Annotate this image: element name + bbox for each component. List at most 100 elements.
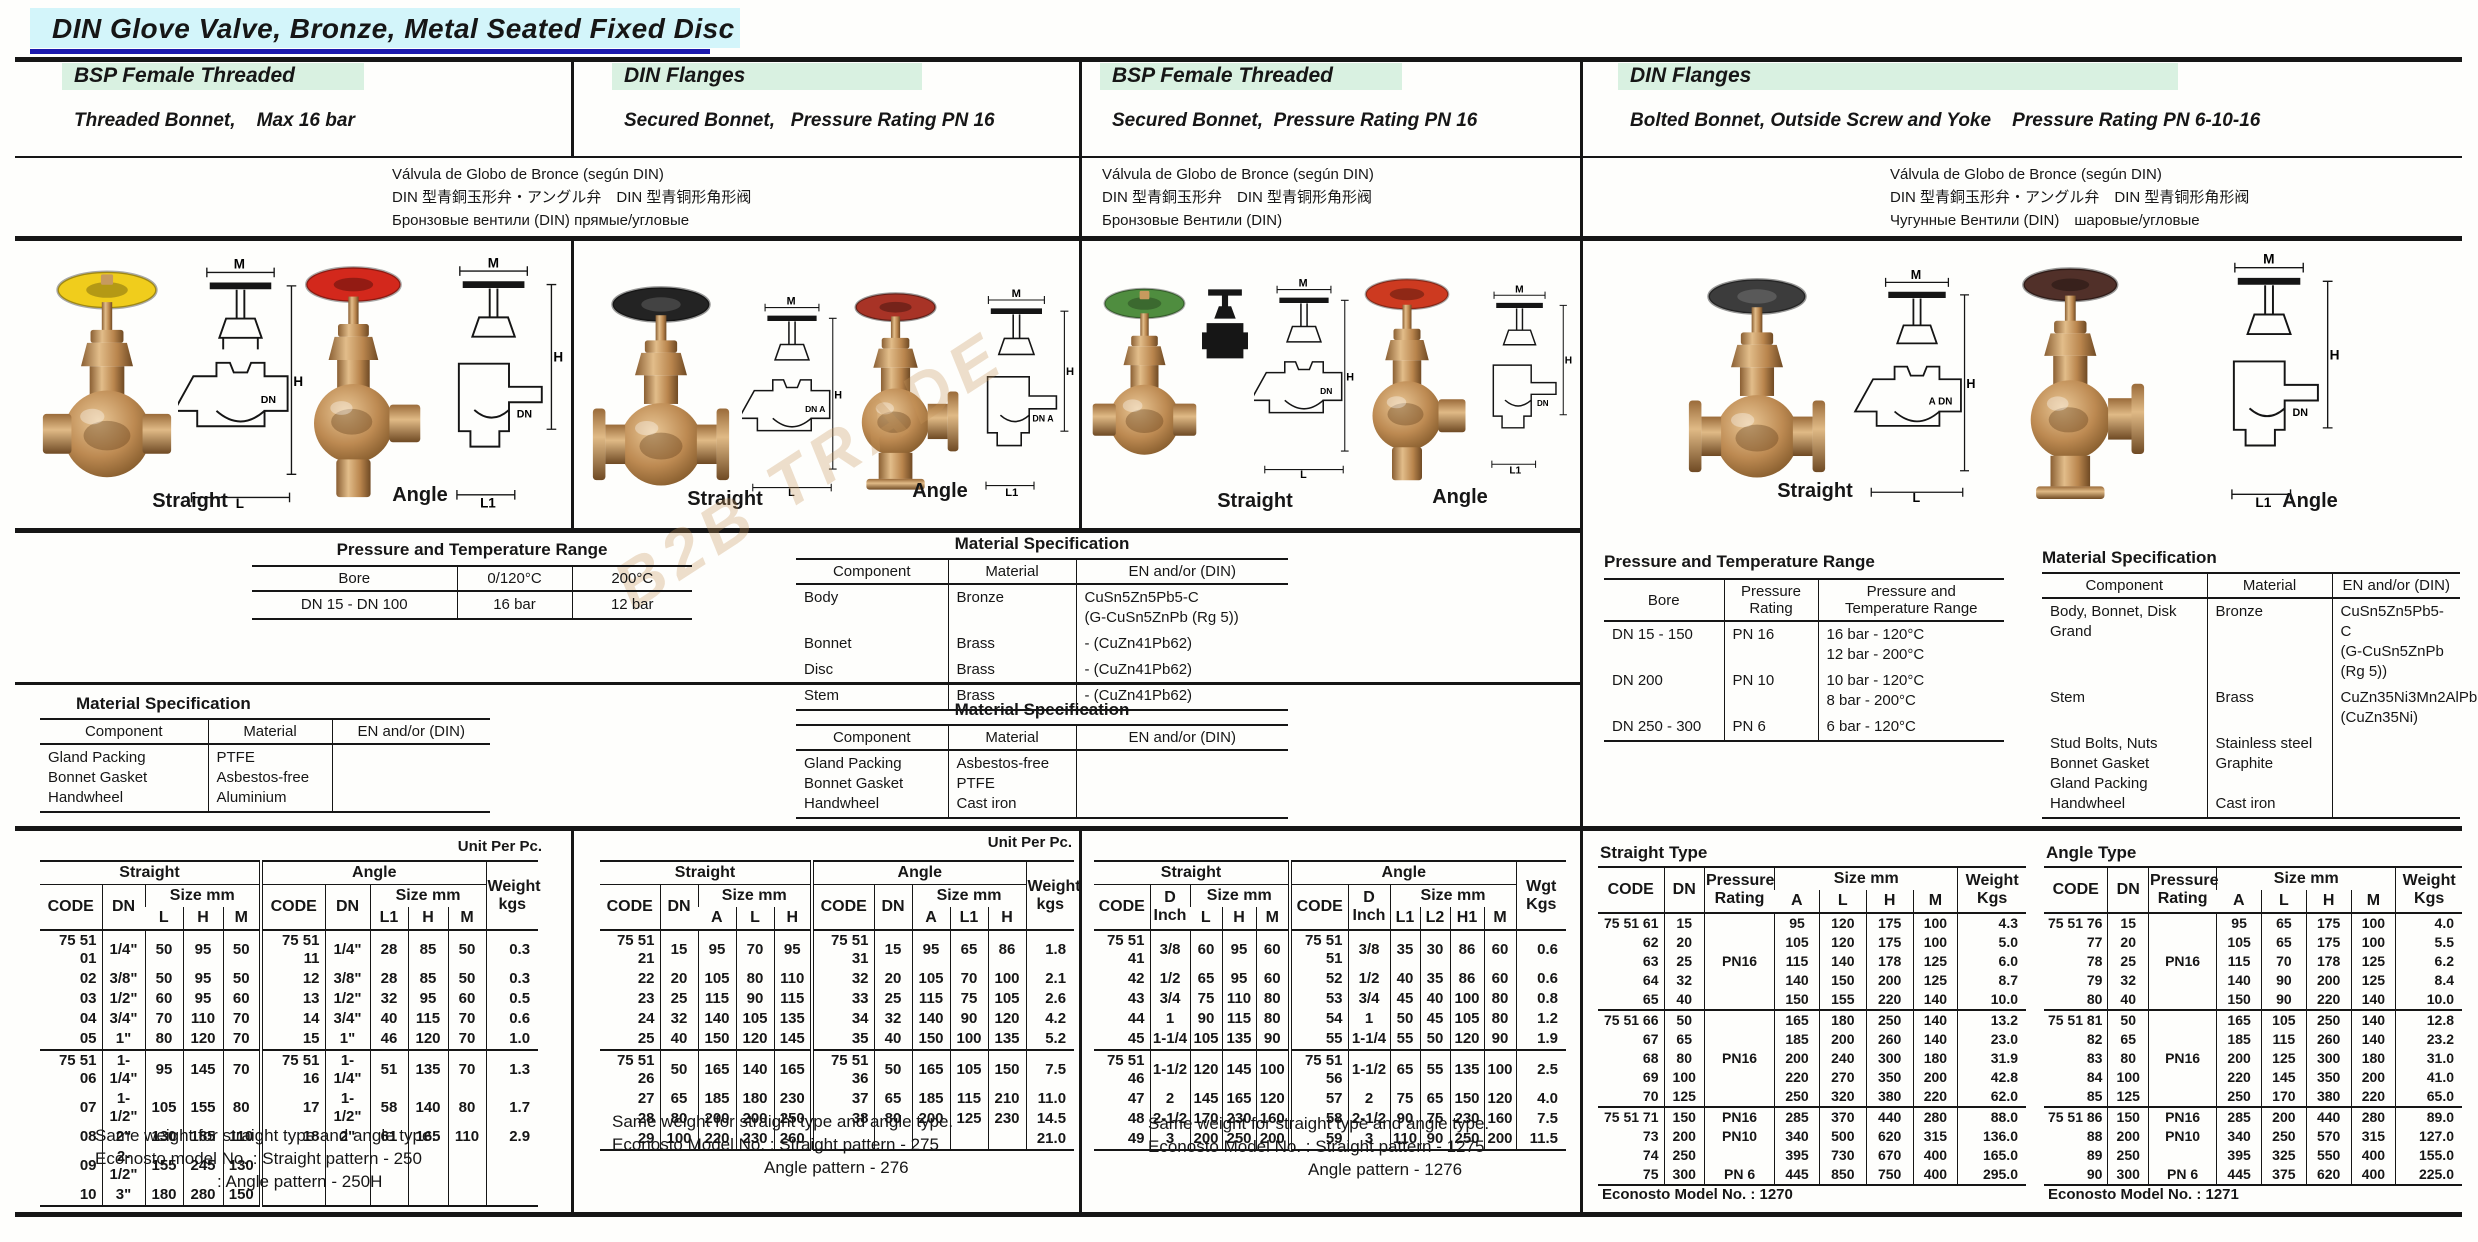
table-row: 88 200 PN10 340 250 570 315 127.0	[2044, 1127, 2462, 1146]
table-cell	[2147, 913, 2217, 933]
table-cell: 80	[873, 1109, 912, 1129]
table-body: Body Bronze CuSn5Zn5Pb5-C (G-CuSn5ZnPb (Rg…	[796, 584, 1288, 710]
table-cell: 90	[2086, 1166, 2103, 1182]
table-row: Straight Angle Wgt Kgs	[1094, 861, 1567, 930]
table-cell: 82	[2086, 1031, 2103, 1047]
table-body: 75 51 21 15 95 70 95 75 51 31 15 95 65 86 1.8 22 20 1…	[600, 930, 1075, 1050]
table-cell: 12 bar	[571, 591, 692, 619]
table-cell: 1	[1347, 1009, 1390, 1029]
table-cell: Brass	[947, 657, 1076, 683]
svg-text:M: M	[2263, 252, 2274, 267]
table-cell	[259, 1185, 325, 1206]
col-header: Pressure Rating	[1703, 867, 1775, 913]
table-cell: 13.2	[1957, 1010, 2026, 1030]
col-header: H	[182, 907, 223, 930]
table-cell: 14	[259, 1009, 325, 1029]
table-cell: 50	[1419, 1029, 1450, 1050]
col-header: Component	[796, 559, 948, 585]
table-cell: 60	[222, 989, 261, 1009]
column-border	[1079, 826, 1082, 1212]
table-cell	[407, 1185, 448, 1206]
table-cell: 17	[259, 1089, 325, 1127]
table-cell: PN16	[1703, 952, 1775, 971]
table-cell: 24	[637, 1010, 655, 1027]
table-cell: 23	[637, 990, 655, 1007]
col-header: H	[987, 907, 1027, 930]
table-cell	[1703, 971, 1775, 990]
table-cell: 15	[659, 930, 698, 969]
table-cell: 115	[949, 1089, 988, 1109]
valve-photo-angle-threaded	[305, 266, 421, 498]
svg-text:H: H	[1346, 371, 1354, 383]
table-cell	[2147, 990, 2217, 1010]
table-cell: 53	[1288, 989, 1348, 1009]
table-cell: 50	[144, 930, 183, 969]
table-cell: 2.5	[1515, 1050, 1567, 1089]
table-cell: 95	[773, 930, 812, 969]
table-cell: 105	[1774, 933, 1820, 952]
table-cell: 50	[1389, 1009, 1420, 1029]
table-cell: 115	[697, 989, 736, 1009]
table-cell: 75 51 06	[58, 1052, 97, 1087]
size-table-col1: Straight Angle Weight kgs CODE DN Size m…	[40, 860, 541, 1207]
table-cell: 75 51 16	[259, 1050, 325, 1089]
table-cell: Stainless steel Graphite Cast iron	[2206, 731, 2332, 818]
table-cell: 12	[259, 969, 325, 989]
table-cell	[2147, 933, 2217, 952]
table-cell: 140	[1912, 1030, 1958, 1049]
table-cell	[1703, 1068, 1775, 1087]
table-cell: 155.0	[2395, 1146, 2462, 1165]
col-header: Size mm	[144, 884, 261, 907]
table-body: Gland Packing Bonnet Gasket Handwheel Asb…	[796, 750, 1288, 818]
table-cell: 200	[2107, 1127, 2149, 1146]
table-row: DN 15 - 150 PN 16 16 bar - 120°C 12 bar - …	[1604, 621, 2004, 668]
table-cell: 730	[1818, 1146, 1867, 1165]
pt-table-col4: Bore Pressure Rating Pressure and Temper…	[1604, 578, 2004, 742]
table-cell: 400	[1912, 1146, 1958, 1165]
table-body: 75 51 26 50 165 140 165 75 51 36 50 165 105 150 7.…	[600, 1050, 1075, 1150]
header-highlight	[1618, 63, 2178, 90]
table-row: 64 32 140 150 200 125 8.7	[1598, 971, 2026, 990]
table-cell: 250	[2260, 1127, 2307, 1146]
table-cell: 5.0	[1957, 933, 2026, 952]
col-header: H	[407, 907, 448, 930]
table-cell: 0.6	[485, 1009, 539, 1029]
col-header: Bore	[252, 566, 457, 592]
caption-straight: Straight	[1777, 480, 1853, 502]
table-row: Bore Pressure Rating Pressure and Temper…	[1604, 579, 2004, 622]
svg-text:L: L	[1913, 491, 1921, 503]
table-cell: Body	[804, 589, 839, 606]
table-cell: 105	[949, 1050, 988, 1089]
table-cell: 150	[1818, 971, 1867, 990]
table-cell: 75 51 76	[2047, 915, 2103, 931]
table-cell: 350	[2305, 1068, 2351, 1087]
table-cell: Gland Packing Bonnet Gasket Handwheel	[804, 755, 904, 812]
table-cell: 115	[407, 1009, 448, 1029]
table-row: Component Material EN and/or (DIN)	[40, 719, 490, 745]
table-row: 75 51 61 15 95 120 175 100 4.3	[1598, 913, 2026, 933]
table-row: 27 65 185 180 230 37 65 185 115 210 11.0	[600, 1089, 1075, 1109]
table-cell: 1/2	[1149, 969, 1190, 989]
col-header: Size mm	[2216, 867, 2396, 890]
col-header: Pressure Rating	[2147, 867, 2218, 913]
table-cell	[1703, 1010, 1775, 1030]
table-row: 09 2-1/2" 155 245 130	[40, 1147, 539, 1185]
table-row: 65 40 150 155 220 140 10.0	[1598, 990, 2026, 1010]
table-cell: 200	[2305, 971, 2351, 990]
table-row: DN 200 PN 10 10 bar - 120°C 8 bar - 200°C	[1604, 668, 2004, 714]
table-cell: 65	[2260, 913, 2307, 933]
table-cell: 75 51 01	[58, 932, 97, 967]
table-cell: 37	[810, 1089, 874, 1109]
table-cell: 80	[735, 969, 774, 989]
table-cell: 750	[1865, 1165, 1914, 1185]
table-cell: CuZn35Ni3Mn2AlPb (CuZn35Ni)	[2331, 685, 2477, 731]
table-cell: 150	[2107, 1107, 2149, 1127]
table-cell: 285	[2216, 1107, 2262, 1127]
table-cell: 1-1/4"	[324, 1050, 370, 1089]
table-cell: 75	[1389, 1089, 1420, 1109]
table-cell: 180	[735, 1089, 774, 1109]
table-row: 02 3/8" 50 95 50 12 3/8" 28 85 50 0.3	[40, 969, 539, 989]
footnote-line: Same weight for straight type and angle …	[95, 1126, 437, 1145]
column1-name: BSP Female Threaded	[74, 64, 295, 87]
